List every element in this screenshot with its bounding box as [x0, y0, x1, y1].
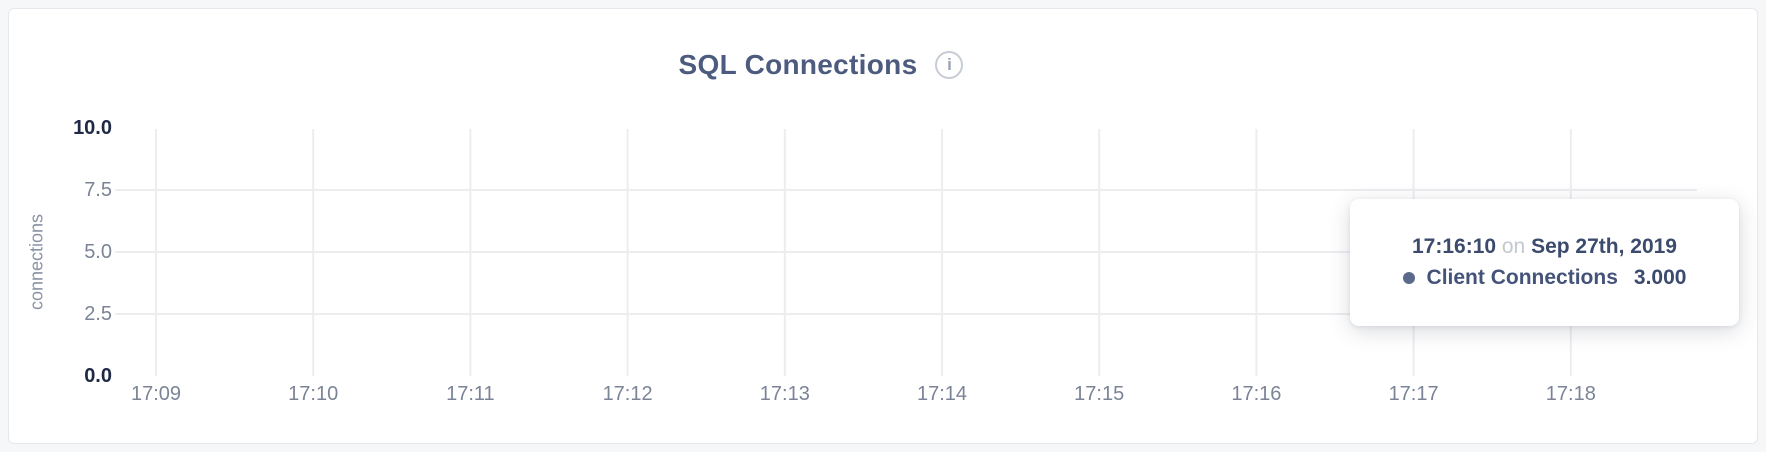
x-tick-label: 17:09 [130, 383, 182, 405]
series-bullet-icon [1402, 272, 1415, 284]
y-tick-label: 2.5 [84, 303, 112, 325]
chart-tooltip: 17:16:10 on Sep 27th, 2019 Client Connec… [1350, 199, 1739, 326]
x-tick-label: 17:13 [759, 383, 810, 405]
tooltip-series-row: Client Connections 3.000 [1402, 266, 1687, 290]
x-tick-label: 17:15 [1074, 383, 1125, 405]
x-tick-label: 17:18 [1545, 383, 1596, 405]
x-tick-label: 17:12 [602, 383, 653, 405]
tooltip-series-label: Client Connections [1426, 266, 1618, 289]
chart-header: SQL Connections i [0, 49, 1695, 81]
tooltip-preposition: on [1496, 235, 1532, 258]
chart-title: SQL Connections [678, 49, 918, 80]
info-icon[interactable]: i [935, 51, 964, 79]
x-tick-label: 17:17 [1388, 383, 1439, 405]
x-tick-label: 17:16 [1231, 383, 1282, 405]
y-tick-label: 7.5 [84, 179, 112, 201]
y-tick-label: 5.0 [84, 241, 112, 263]
x-tick-label: 17:11 [446, 383, 495, 405]
x-tick-label: 17:14 [916, 383, 968, 405]
x-tick-label: 17:10 [288, 383, 339, 405]
tooltip-timestamp: 17:16:10 on Sep 27th, 2019 [1412, 235, 1677, 259]
tooltip-date: Sep 27th, 2019 [1531, 235, 1677, 258]
tooltip-time: 17:16:10 [1411, 235, 1497, 258]
y-tick-label: 10.0 [73, 117, 112, 139]
y-tick-label: 0.0 [84, 365, 112, 387]
tooltip-series-value: 3.000 [1633, 266, 1687, 289]
